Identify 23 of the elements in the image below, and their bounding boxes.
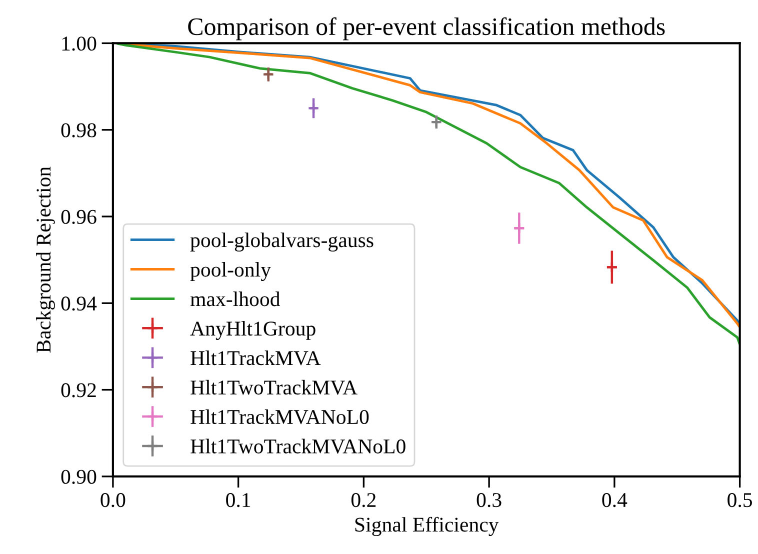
legend-label: pool-only [190,262,271,282]
y-axis-title: Background Rejection [36,166,55,353]
legend-label: Hlt1TwoTrackMVANoL0 [190,438,406,454]
legend-label: Hlt1TwoTrackMVA [190,380,358,395]
x-tick-label: 0.5 [728,493,752,508]
y-tick-label: 0.98 [61,123,96,138]
x-tick-label: 0.4 [602,493,628,508]
chart-title: Comparison of per-event classification methods [188,17,665,40]
legend-label: max-lhood [190,292,280,306]
y-tick-label: 0.96 [61,210,96,224]
y-tick-label: 0.90 [61,470,96,484]
x-axis-title: Signal Efficiency [355,516,499,536]
x-tick-label: 0.2 [351,493,376,508]
x-tick-label: 0.1 [226,493,250,508]
legend-label: pool-globalvars-gauss [190,232,374,252]
legend-label: AnyHlt1Group [190,320,316,340]
legend-label: Hlt1TrackMVA [190,350,321,366]
legend-label: Hlt1TrackMVANoL0 [190,409,369,424]
y-tick-label: 1.00 [62,36,96,51]
y-tick-label: 0.92 [61,383,96,398]
x-tick-label: 0.0 [100,493,126,508]
x-tick-label: 0.3 [476,493,502,508]
y-tick-label: 0.94 [61,296,97,311]
